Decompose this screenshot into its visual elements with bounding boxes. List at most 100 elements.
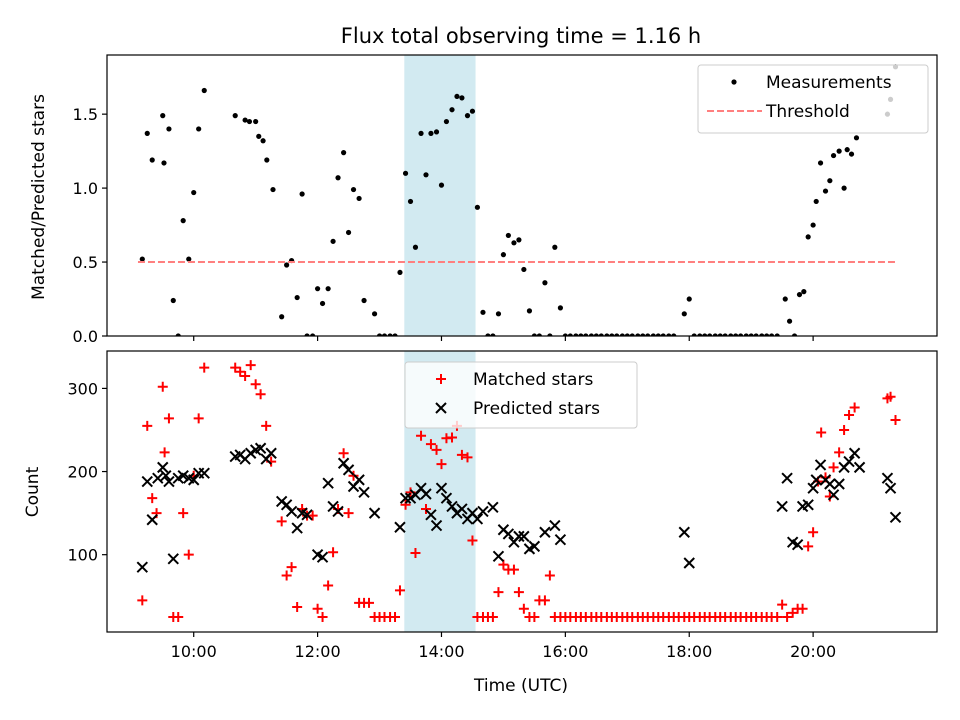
predicted-stars-point [141,475,153,488]
measurement-point [438,182,445,188]
matched-stars-point [163,413,174,424]
measurement-point [412,244,419,250]
matched-stars-point [420,503,431,514]
measurement-point [361,297,367,304]
measurement-point [170,297,176,304]
measurement-point [485,333,491,336]
measurement-point [844,147,850,153]
measurement-point [449,107,455,113]
matched-stars-point [544,570,555,581]
measurement-point [443,118,450,125]
matched-stars-point [159,447,170,458]
measurement-point [743,333,749,336]
measurement-point [350,186,357,193]
matched-stars-point [193,413,204,424]
matched-stars-point [328,547,339,558]
matched-stars-point [183,549,194,560]
measurement-point [397,269,403,276]
measurement-point [593,333,599,336]
predicted-stars-point [332,505,344,518]
measurement-point [666,333,672,336]
measurement-point [614,333,620,336]
predicted-stars-point [802,499,814,511]
measurement-point [246,118,253,125]
predicted-stars-point [791,538,804,551]
measurement-point [428,130,434,136]
chart-title: Flux total observing time = 1.16 h [341,24,701,48]
measurement-point [697,333,703,336]
predicted-stars-point [549,519,561,532]
predicted-stars-point [358,486,370,499]
measurement-point [161,160,167,166]
matched-stars-point [777,599,788,610]
predicted-stars-point [291,522,303,534]
measurement-point [796,291,803,298]
y-tick-label: 100 [67,546,98,565]
predicted-stars-point [425,509,437,521]
measurement-point [376,333,383,336]
measurement-point [588,333,594,336]
top-y-axis-label: Matched/Predicted stars [29,94,49,300]
matched-stars-point [425,439,436,450]
matched-stars-point [849,402,860,413]
measurement-point [459,95,465,101]
predicted-stars-point [843,455,855,468]
measurement-point [552,244,558,250]
measurement-point [335,175,341,181]
measurement-point [314,286,321,292]
measurement-point [418,130,424,136]
measurement-point [707,333,713,336]
predicted-stars-point [157,461,169,474]
measurement-point [175,333,181,336]
predicted-stars-point [404,492,417,504]
predicted-stars-point [316,551,329,563]
measurement-point [253,118,259,125]
predicted-stars-point [539,526,551,538]
measurement-point [805,234,811,240]
measurement-point [310,333,316,336]
measurement-point [604,333,610,336]
predicted-stars-point [884,482,897,494]
predicted-stars-point [824,478,836,490]
matched-stars-point [539,595,550,606]
matched-stars-point [157,381,168,392]
matched-stars-point [808,527,819,538]
legend-marker-dot [731,79,737,85]
matched-stars-point [828,462,839,473]
matched-stars-point [142,420,153,431]
measurement-point [542,280,548,286]
matched-stars-point [890,415,901,426]
legend-marker-x [435,402,447,414]
measurement-point [387,333,393,336]
predicted-stars-point [814,459,827,471]
measurement-point [640,333,646,336]
predicted-stars-point [163,475,175,488]
matched-stars-point [447,432,458,443]
measurement-point [144,130,150,136]
measurement-point [149,157,155,163]
predicted-stars-point [430,519,443,532]
predicted-stars-point [776,500,788,513]
measurement-point [299,191,305,197]
matched-stars-point [348,470,359,481]
predicted-stars-point [342,464,355,476]
measurement-point [619,333,625,336]
matched-stars-point [317,612,328,623]
predicted-stars-point [554,534,567,546]
measurement-point [759,333,765,336]
legend: Measurements Threshold [697,64,929,134]
predicted-stars-point [807,482,819,494]
predicted-stars-point [889,511,902,523]
measurement-point [232,113,238,119]
measurement-point [853,135,860,141]
predicted-stars-point [337,457,350,469]
measurement-point [160,113,166,119]
measurement-point [166,126,172,132]
measurement-point [686,296,692,302]
matched-stars-point [199,362,210,373]
measurement-point [774,333,780,336]
axes-frame [106,54,938,337]
measurement-point [139,256,145,262]
measurement-point [629,333,635,336]
predicted-stars-point [275,495,288,508]
